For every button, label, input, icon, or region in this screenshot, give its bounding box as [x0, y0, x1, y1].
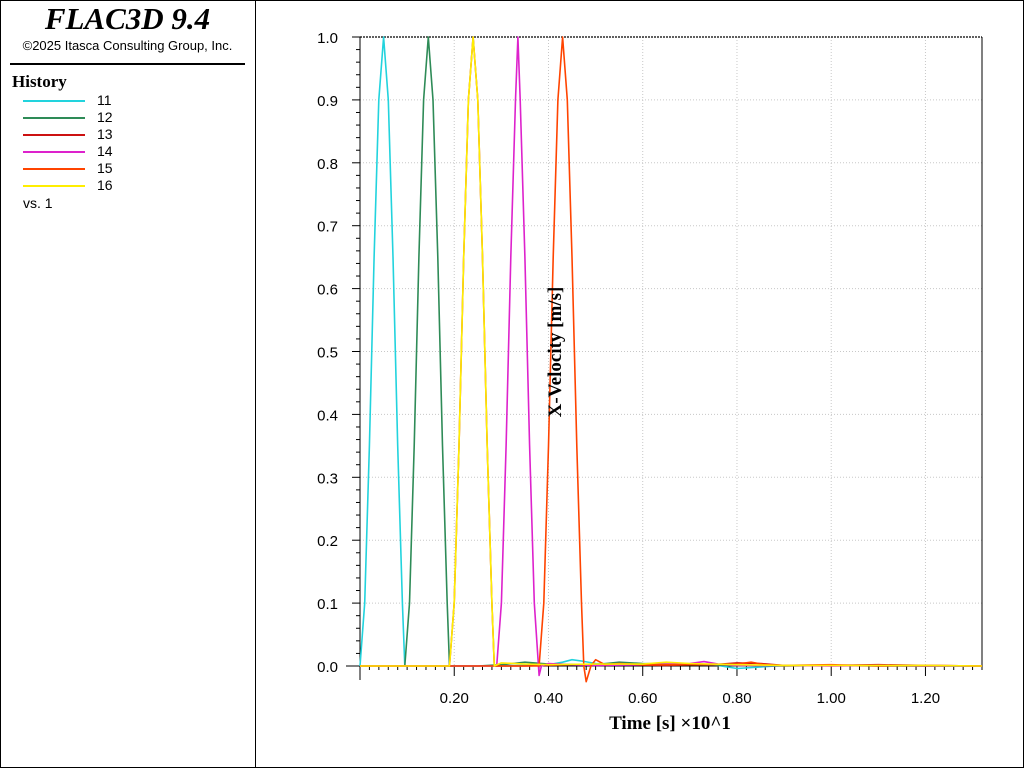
series-line-11: [359, 36, 982, 670]
legend-vs-label: vs. 1: [23, 195, 53, 211]
y-axis-label: X-Velocity [m/s]: [545, 287, 566, 418]
legend-swatch: [23, 168, 85, 170]
y-tick-label: 0.7: [317, 219, 338, 236]
legend-swatch: [23, 151, 85, 153]
legend-label: 14: [97, 143, 113, 159]
legend-swatch: [23, 185, 85, 187]
y-tick-label: 0.9: [317, 93, 338, 110]
app-title: FLAC3D 9.4: [44, 1, 211, 36]
y-tick-label: 0.2: [317, 533, 338, 550]
legend-label: 11: [97, 92, 112, 108]
x-tick-label: 0.40: [534, 690, 563, 707]
series-line-15: [360, 36, 983, 683]
legend-swatch: [23, 117, 85, 119]
legend-label: 13: [97, 126, 113, 142]
x-tick-label: 0.60: [628, 690, 657, 707]
series-line-16: [360, 36, 983, 667]
y-tick-label: 0.1: [317, 596, 338, 613]
copyright-text: ©2025 Itasca Consulting Group, Inc.: [22, 38, 233, 53]
legend-swatch: [23, 100, 85, 102]
legend-label: 12: [97, 109, 113, 125]
x-tick-label: 0.20: [440, 690, 469, 707]
legend-heading: History: [12, 72, 67, 91]
panel-divider: [255, 0, 256, 768]
plot-area: 0.20 0.40 0.60 0.80 1.00 1.20 0.0 0.1 0.2 0.3 0.4 0…: [317, 30, 983, 734]
title-rule: [10, 63, 245, 65]
y-tick-label: 0.8: [317, 156, 338, 173]
ticks-layer: 0.20 0.40 0.60 0.80 1.00 1.20 0.0 0.1 0.2 0.3 0.4 0…: [317, 30, 983, 707]
legend-label: 16: [97, 177, 113, 193]
y-tick-label: 0.3: [317, 470, 338, 487]
y-tick-label: 0.5: [317, 345, 338, 362]
axes-layer: [346, 36, 983, 680]
legend-swatch: [23, 134, 85, 136]
y-tick-label: 0.0: [317, 659, 338, 676]
x-axis-label: Time [s] ×10^1: [609, 713, 731, 734]
x-tick-label: 1.00: [817, 690, 846, 707]
legend-label: 15: [97, 160, 113, 176]
y-tick-label: 0.6: [317, 282, 338, 299]
series-layer: [359, 36, 983, 683]
x-tick-label: 1.20: [911, 690, 940, 707]
grid-layer: [360, 36, 982, 667]
y-tick-label: 0.4: [317, 407, 338, 424]
y-tick-label: 1.0: [317, 30, 338, 47]
x-tick-label: 0.80: [722, 690, 751, 707]
series-line-14: [360, 36, 982, 677]
